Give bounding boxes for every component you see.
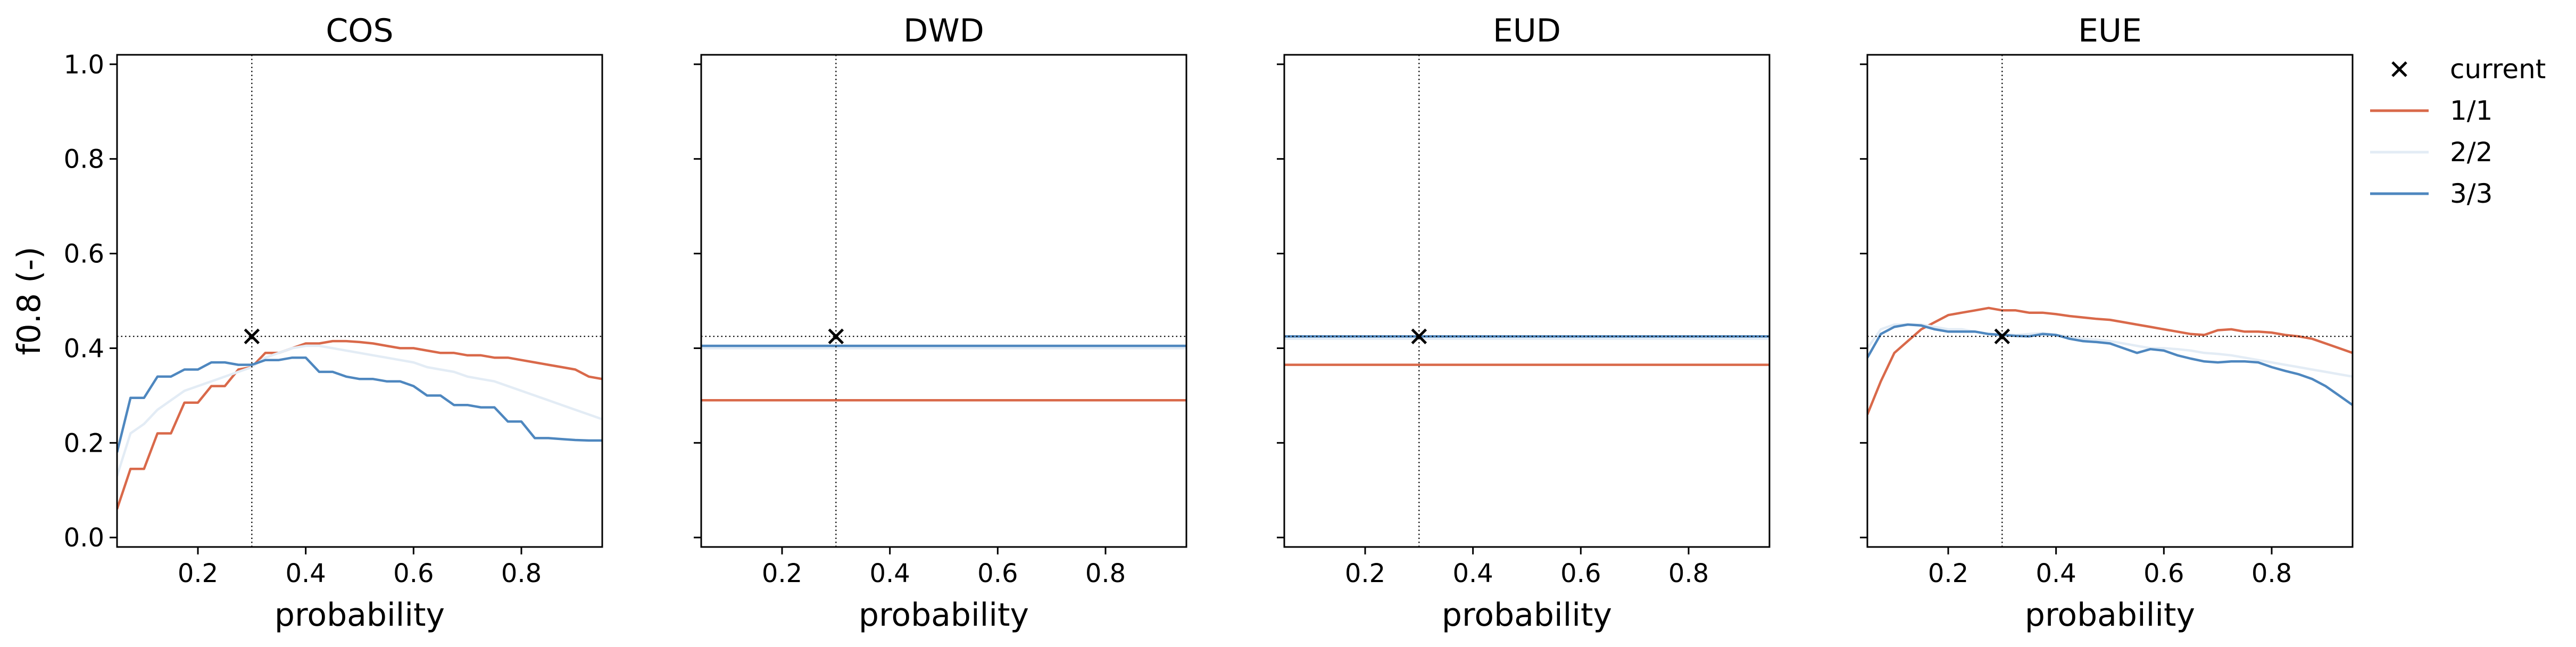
panel-title: EUD (1493, 12, 1561, 49)
current-marker-stroke-b (1411, 328, 1427, 344)
x-tick-label: 0.2 (178, 559, 218, 588)
series-line-3-of-3 (117, 356, 602, 453)
current-marker (1411, 328, 1427, 344)
current-marker-stroke-b (1994, 328, 2010, 344)
plot-area (117, 55, 602, 547)
series-line-1-of-1 (117, 339, 602, 510)
plot-area (1284, 55, 1769, 547)
x-tick-label: 0.6 (393, 559, 434, 588)
legend: current 1/1 2/2 3/3 (2370, 54, 2546, 209)
chart-panel-eue: 0.2 0.4 0.6 0.8 EUE probability (1860, 12, 2354, 634)
y-tick-label: 0.6 (64, 239, 104, 269)
x-axis-label: probability (1442, 596, 1612, 634)
y-tick-label: 0.2 (64, 428, 104, 458)
plot-frame (1866, 54, 2354, 548)
current-marker (244, 328, 260, 344)
x-tick-label: 0.4 (2035, 559, 2076, 588)
current-marker-stroke-b (828, 328, 844, 344)
x-axis-label: probability (2025, 596, 2195, 634)
series-line-1-of-1 (1867, 306, 2353, 415)
series-line-3-of-3 (1867, 323, 2353, 407)
y-axis-label: f0.8 (-) (11, 246, 48, 355)
chart-panel-dwd: 0.2 0.4 0.6 0.8 DWD probability (694, 12, 1187, 634)
chart-panel-cos: 0.2 0.4 0.6 0.8 0.0 0.2 0.4 0.6 0.8 1.0 COS probabi… (11, 12, 603, 634)
x-tick-label: 0.6 (2143, 559, 2184, 588)
legend-label: 2/2 (2450, 137, 2492, 168)
legend-item-1-of-1: 1/1 (2370, 95, 2492, 126)
x-tick-label: 0.6 (1560, 559, 1601, 588)
x-tick-label: 0.8 (1085, 559, 1126, 588)
x-axis-label: probability (859, 596, 1029, 634)
chart-panel-eud: 0.2 0.4 0.6 0.8 EUD probability (1277, 12, 1771, 634)
plot-area (1867, 55, 2353, 547)
x-tick-label: 0.4 (285, 559, 326, 588)
legend-item-3-of-3: 3/3 (2370, 178, 2492, 209)
x-tick-label: 0.4 (1452, 559, 1493, 588)
plot-frame (700, 54, 1187, 548)
current-marker (828, 328, 844, 344)
plot-frame (1283, 54, 1771, 548)
x-tick-label: 0.2 (762, 559, 802, 588)
y-tick-label: 0.4 (64, 334, 104, 363)
y-tick-label: 1.0 (64, 50, 104, 80)
series-line-2-of-2 (117, 344, 602, 477)
y-tick-label: 0.8 (64, 145, 104, 175)
chart-panels: 0.2 0.4 0.6 0.8 0.0 0.2 0.4 0.6 0.8 1.0 COS probabi… (11, 12, 2354, 634)
legend-label: current (2450, 54, 2546, 85)
x-axis-label: probability (275, 596, 445, 634)
legend-item-current: current (2391, 54, 2546, 85)
x-tick-label: 0.8 (1668, 559, 1709, 588)
legend-item-2-of-2: 2/2 (2370, 137, 2492, 168)
y-tick-label: 0.0 (64, 523, 104, 553)
x-tick-label: 0.2 (1928, 559, 1968, 588)
panel-title: DWD (903, 12, 984, 49)
series-line-2-of-2 (1867, 323, 2353, 378)
plot-area (701, 55, 1186, 547)
panel-title: EUE (2078, 12, 2142, 49)
plot-frame (116, 54, 603, 548)
x-tick-label: 0.8 (501, 559, 542, 588)
x-tick-label: 0.2 (1345, 559, 1385, 588)
legend-label: 1/1 (2450, 95, 2492, 126)
x-tick-label: 0.4 (869, 559, 910, 588)
legend-label: 3/3 (2450, 178, 2492, 209)
current-marker (1994, 328, 2010, 344)
x-tick-label: 0.8 (2251, 559, 2292, 588)
panel-title: COS (326, 12, 393, 49)
legend-marker-x-b (2391, 61, 2407, 77)
current-marker-stroke-b (244, 328, 260, 344)
x-tick-label: 0.6 (977, 559, 1018, 588)
